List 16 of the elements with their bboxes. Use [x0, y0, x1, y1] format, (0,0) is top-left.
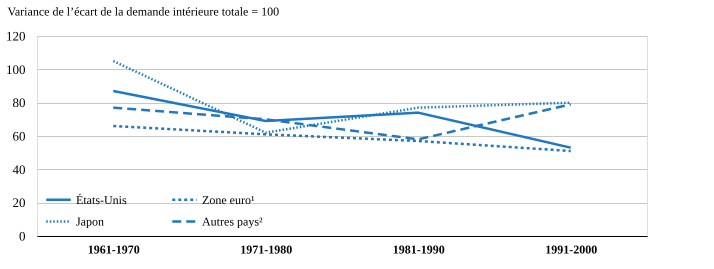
- y-tick-label: 60: [12, 128, 26, 144]
- legend-label: Japon: [76, 214, 104, 228]
- y-tick-label: 120: [6, 28, 26, 44]
- x-tick-label: 1981-1990: [392, 242, 445, 256]
- y-axis-title: Variance de l’écart de la demande intérieure totale = 100: [8, 4, 280, 18]
- y-tick-label: 40: [12, 162, 26, 177]
- x-tick-label: 1971-1980: [240, 242, 292, 256]
- x-tick-label: 1991-2000: [545, 242, 598, 256]
- y-tick-label: 100: [6, 62, 26, 77]
- legend-label: Autres pays²: [202, 214, 263, 228]
- y-tick-label: 80: [12, 95, 26, 110]
- x-tick-label: 1961-1970: [88, 242, 140, 256]
- y-tick-label: 0: [19, 228, 26, 244]
- legend-label: États-Unis: [76, 192, 127, 207]
- y-tick-label: 20: [12, 195, 26, 210]
- legend-label: Zone euro¹: [202, 192, 255, 207]
